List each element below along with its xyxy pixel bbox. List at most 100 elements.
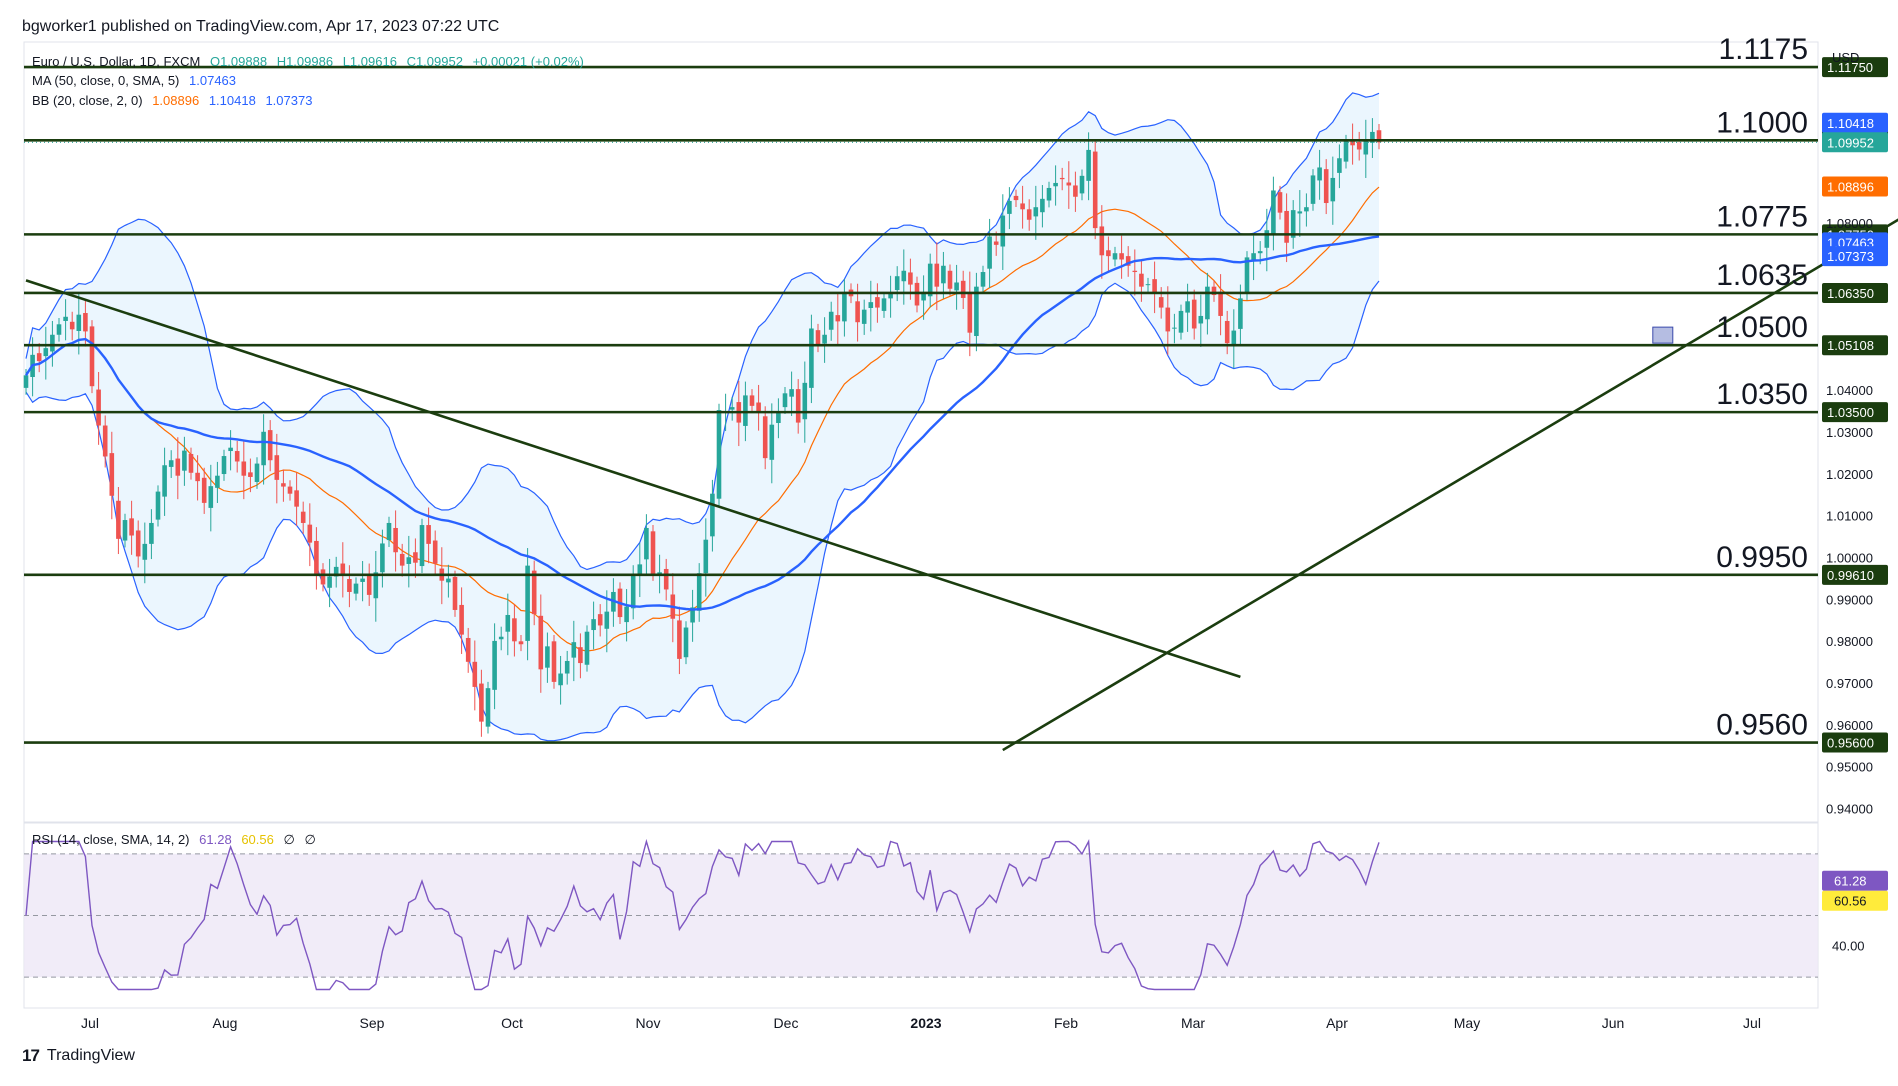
candle [1066,161,1072,209]
candle [690,589,695,642]
candle-body [228,447,233,452]
candle [89,320,95,394]
candle [1086,132,1091,201]
candle [1376,123,1382,150]
candle-body [1106,250,1111,257]
level-label: 1.1000 [1716,106,1808,139]
price-tick-label: 0.98000 [1826,634,1873,649]
candle-body [1350,141,1355,146]
candle [954,264,959,310]
candle [1198,294,1204,347]
candle-body [624,606,629,623]
tradingview-brand: TradingView [46,1047,135,1064]
candle-body [261,431,266,466]
tradingview-logo[interactable]: 17 TradingView [22,1046,135,1066]
candle-body [63,316,68,321]
candle-body [597,614,603,626]
candle-body [888,293,893,299]
candle [815,323,821,353]
candle-body [287,486,293,494]
candle-body [927,263,933,297]
candle [498,626,504,651]
legend-bb-label: BB (20, close, 2, 0) [32,93,143,108]
candle-body [347,579,352,592]
candle [360,561,365,602]
candle [1277,185,1283,220]
candle-body [591,619,596,631]
candle-body [941,265,946,284]
candle-body [564,660,570,674]
candle-body [36,353,42,362]
candle [947,264,953,296]
candle [347,565,352,608]
candle-body [1000,215,1006,247]
candle-body [393,527,398,553]
candle-body [168,460,174,467]
candle-body [512,618,517,642]
candle-body [545,646,550,668]
candle [50,320,55,367]
candle [1099,205,1105,279]
candle-body [267,430,273,461]
candle-body [1251,253,1256,261]
candle-body [498,636,504,640]
candle-body [710,493,715,537]
level-tag [1822,57,1888,78]
candle-body [1040,198,1045,213]
candle [155,485,161,527]
candle-body [663,568,669,590]
price-tag-text: 1.08896 [1827,179,1874,194]
candle-body [987,236,992,269]
level-label: 1.0775 [1716,200,1808,233]
candle [406,535,412,588]
candle [175,437,181,500]
legend-rsi-label: RSI (14, close, SMA, 14, 2) [32,832,190,847]
candle-body [155,491,161,520]
candle [353,577,359,601]
candle [281,469,286,502]
price-tag [1822,112,1888,133]
candle-body [578,647,583,664]
level-label: 1.1175 [1718,33,1808,66]
level-tag [1822,282,1888,303]
rsi-sma-tag [1822,890,1888,911]
level-label: 1.0350 [1716,378,1808,411]
candle-body [135,530,141,557]
candle [927,253,933,308]
candle-body [894,276,900,291]
level-tag [1822,402,1888,423]
candle-body [1277,192,1283,213]
candle-body [657,572,662,574]
candle-body [1066,182,1072,186]
candle [287,480,293,501]
candle [531,560,537,626]
candle [314,527,319,590]
candle-body [1046,187,1052,201]
candle [1145,277,1151,292]
candle-body [1139,273,1144,287]
candle-body [1125,256,1131,266]
legend-change: +0.00021 (+0.02%) [472,54,584,69]
candle-body [776,412,781,424]
candle-body [215,475,220,488]
candle-body [967,292,973,333]
candle [828,301,834,341]
candle-body [327,576,332,588]
candle [558,655,563,705]
legend-symbol: Euro / U.S. Dollar, 1D, FXCM [32,54,201,69]
price-tick-label: 1.01000 [1826,509,1873,524]
candle [868,280,874,332]
candle [696,563,702,622]
candle [419,518,425,573]
candle [294,472,299,526]
candle [1013,189,1019,207]
candle [1238,284,1243,345]
candle-body [43,348,49,357]
time-tick-label: Jun [1602,1015,1625,1031]
candle-body [366,573,372,595]
candle-body [452,576,458,610]
candle [1218,274,1223,336]
candle [492,623,497,710]
candle-body [1033,207,1039,217]
